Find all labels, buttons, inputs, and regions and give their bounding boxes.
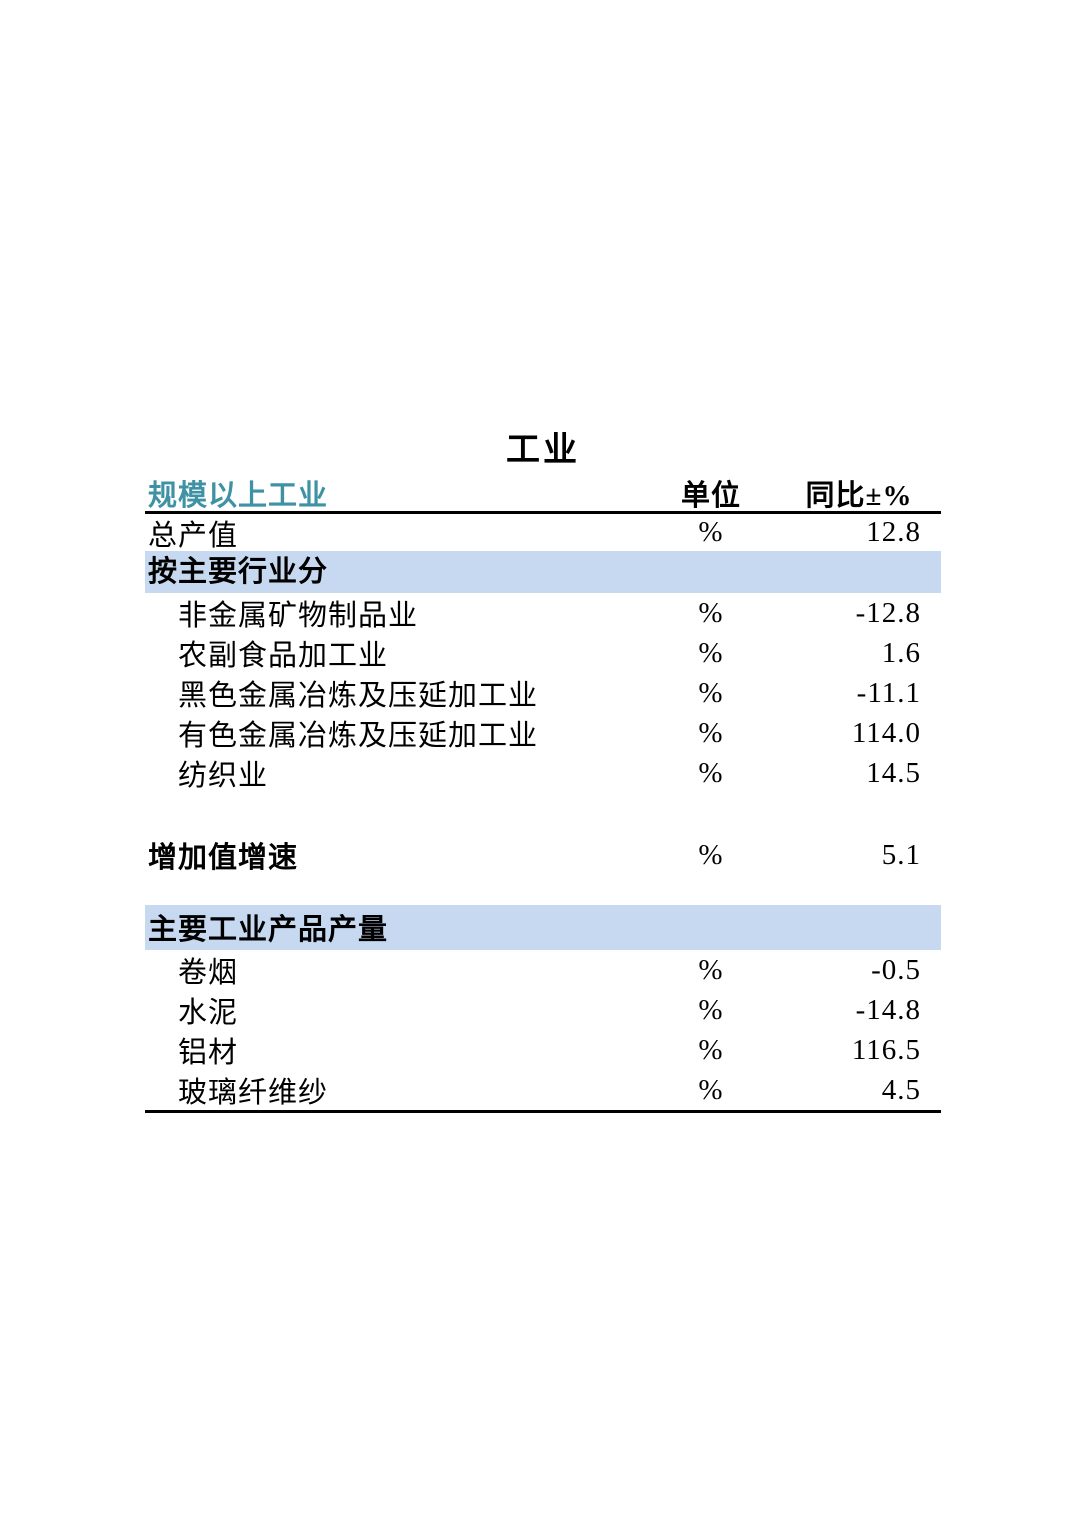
column-header-yoy: 同比±%: [805, 479, 913, 512]
table-row: 农副食品加工业 % 1.6: [145, 633, 941, 673]
row-value: -0.5: [871, 953, 921, 986]
table-body: 总产值 % 12.8 按主要行业分 非金属矿物制品业 % -12.8 农副食品加…: [145, 514, 941, 1113]
row-unit: %: [698, 716, 724, 749]
row-value: 114.0: [851, 716, 921, 749]
column-header-unit: 单位: [680, 479, 741, 512]
row-label: 总产值: [148, 519, 239, 552]
table-row: 黑色金属冶炼及压延加工业 % -11.1: [145, 673, 941, 713]
table-header-row: 规模以上工业 单位 同比±%: [145, 474, 941, 514]
table-row: 铝材 % 116.5: [145, 1030, 941, 1070]
row-value: -12.8: [855, 596, 921, 629]
row-label: 非金属矿物制品业: [178, 600, 419, 632]
row-unit: %: [698, 676, 724, 709]
row-label: 有色金属冶炼及压延加工业: [178, 720, 539, 752]
row-value: -14.8: [855, 993, 921, 1026]
table-row-total-output: 总产值 % 12.8: [145, 514, 941, 552]
row-unit: %: [698, 838, 724, 871]
table-row: 纺织业 % 14.5: [145, 753, 941, 793]
row-value: 14.5: [866, 756, 921, 789]
section-heading-main-products: 主要工业产品产量: [145, 905, 941, 950]
row-unit: %: [698, 756, 724, 789]
row-value: 116.5: [851, 1033, 921, 1066]
row-label: 铝材: [178, 1037, 239, 1069]
row-unit: %: [698, 993, 724, 1026]
row-value: 12.8: [866, 516, 921, 548]
section-gap: [145, 875, 941, 905]
row-label: 玻璃纤维纱: [178, 1077, 329, 1109]
row-unit: %: [698, 1073, 724, 1106]
industry-statistics-document: 工业 规模以上工业 单位 同比±% 总产值 % 12.8 按主要行业分 非金属矿…: [145, 428, 941, 1113]
row-value: 5.1: [881, 838, 921, 871]
row-unit: %: [698, 516, 724, 548]
row-unit: %: [698, 636, 724, 669]
page-title: 工业: [506, 432, 580, 469]
row-unit: %: [698, 953, 724, 986]
row-label: 农副食品加工业: [178, 640, 389, 672]
table-row: 水泥 % -14.8: [145, 990, 941, 1030]
row-label: 增加值增速: [148, 842, 299, 874]
section-gap: [145, 793, 941, 835]
row-unit: %: [698, 1033, 724, 1066]
row-label: 纺织业: [178, 760, 269, 792]
row-label: 卷烟: [178, 957, 239, 989]
table-row: 卷烟 % -0.5: [145, 950, 941, 990]
section-heading-by-industry: 按主要行业分: [145, 551, 941, 593]
row-label: 黑色金属冶炼及压延加工业: [178, 680, 539, 712]
table-row-value-added-growth: 增加值增速 % 5.1: [145, 835, 941, 875]
row-label: 水泥: [178, 997, 239, 1029]
table-row: 非金属矿物制品业 % -12.8: [145, 593, 941, 633]
table-row: 有色金属冶炼及压延加工业 % 114.0: [145, 713, 941, 753]
row-value: 4.5: [881, 1073, 921, 1106]
column-header-scope: 规模以上工业: [148, 479, 329, 512]
row-value: 1.6: [881, 636, 921, 669]
row-unit: %: [698, 596, 724, 629]
row-value: -11.1: [856, 676, 921, 709]
table-row: 玻璃纤维纱 % 4.5: [145, 1070, 941, 1110]
